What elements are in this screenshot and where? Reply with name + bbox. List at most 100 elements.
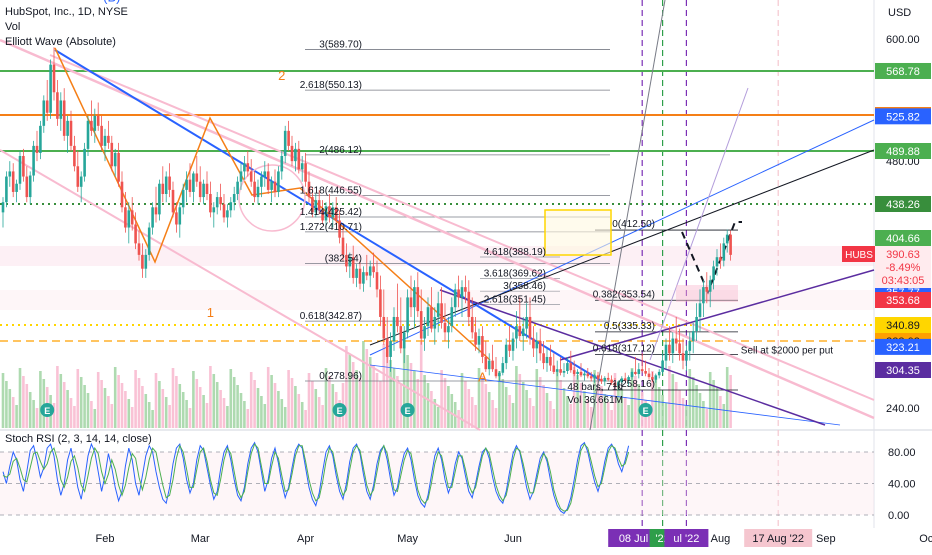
candle[interactable] [365,254,369,281]
candle[interactable] [681,338,685,370]
trend-line[interactable] [49,54,875,401]
price-tag[interactable]: 323.21 [875,338,931,355]
candle[interactable] [627,375,630,386]
candle[interactable] [501,356,505,376]
candle[interactable] [5,171,8,208]
candle[interactable] [45,79,49,121]
candle[interactable] [110,135,114,172]
candle[interactable] [181,183,185,215]
candle[interactable] [654,373,658,383]
trend-line[interactable] [0,149,481,431]
trend-line[interactable] [369,119,875,356]
candle[interactable] [161,166,165,203]
candle[interactable] [508,326,511,357]
candle[interactable] [76,150,80,192]
candle[interactable] [270,176,273,203]
candle[interactable] [555,360,559,377]
candle[interactable] [321,200,324,225]
candle[interactable] [457,275,460,308]
candle[interactable] [124,191,127,233]
candle[interactable] [178,202,182,238]
candle[interactable] [569,350,573,373]
candle[interactable] [562,363,566,378]
candle[interactable] [137,230,141,261]
candle[interactable] [18,150,22,190]
candle[interactable] [358,260,362,290]
candle[interactable] [168,163,171,198]
candle[interactable] [280,150,284,180]
candle[interactable] [511,332,515,361]
candle[interactable] [426,297,430,337]
candle[interactable] [175,202,178,233]
candle[interactable] [246,150,250,177]
candle[interactable] [49,59,52,119]
candle[interactable] [583,371,586,381]
candle[interactable] [256,179,260,205]
candle[interactable] [86,115,90,157]
candle[interactable] [603,376,607,386]
candle[interactable] [464,275,467,304]
candle[interactable] [32,140,35,182]
candle[interactable] [691,322,695,354]
candle[interactable] [324,202,328,228]
candle[interactable] [532,326,535,357]
candle[interactable] [382,289,386,345]
candle[interactable] [351,245,355,284]
candle[interactable] [515,311,518,349]
candle[interactable] [617,380,620,391]
candle[interactable] [640,353,644,373]
candle[interactable] [484,341,488,372]
candle[interactable] [304,152,307,187]
candle[interactable] [287,120,290,151]
price-tag[interactable]: 404.66 [875,230,931,246]
candle[interactable] [314,193,318,218]
indicator-elliott-wave[interactable]: Elliott Wave (Absolute) [5,36,116,48]
earnings-marker[interactable]: E [332,403,347,417]
candle[interactable] [151,202,154,235]
candle[interactable] [392,307,396,351]
candle[interactable] [606,372,610,382]
candle[interactable] [708,275,712,308]
candle[interactable] [28,171,32,205]
price-tag[interactable]: 304.35 [875,362,931,378]
candle[interactable] [402,326,406,364]
stoch-rsi-legend[interactable]: Stoch RSI (2, 3, 14, 14, close) [5,433,152,445]
candle[interactable] [613,377,617,389]
candle[interactable] [239,163,243,190]
candle[interactable] [202,179,205,205]
candle[interactable] [42,95,46,133]
candle[interactable] [504,338,508,370]
trend-line[interactable] [0,38,875,420]
candle[interactable] [379,275,382,327]
candle[interactable] [593,373,596,383]
candle[interactable] [107,120,110,149]
candle[interactable] [368,260,372,288]
candle[interactable] [144,249,148,278]
candle[interactable] [103,128,107,162]
candle[interactable] [232,186,236,211]
candle[interactable] [134,212,137,250]
candle[interactable] [226,204,229,228]
candle[interactable] [22,148,25,182]
candle[interactable] [498,371,501,381]
candle[interactable] [467,280,471,327]
candle[interactable] [300,156,304,182]
earnings-marker[interactable]: E [638,403,653,417]
candle[interactable] [535,332,539,364]
candle[interactable] [576,369,579,380]
candle[interactable] [290,135,294,167]
candle[interactable] [671,332,675,364]
rsi-d-line[interactable] [2,443,630,512]
trend-line[interactable] [649,87,749,361]
candle[interactable] [141,243,144,278]
candle[interactable] [385,316,389,364]
candle[interactable] [440,287,443,329]
candle[interactable] [35,130,39,162]
candle[interactable] [198,166,202,203]
candle[interactable] [222,193,226,223]
candle[interactable] [273,169,277,198]
candle[interactable] [668,326,671,361]
price-tag[interactable]: 525.82 [875,108,931,125]
